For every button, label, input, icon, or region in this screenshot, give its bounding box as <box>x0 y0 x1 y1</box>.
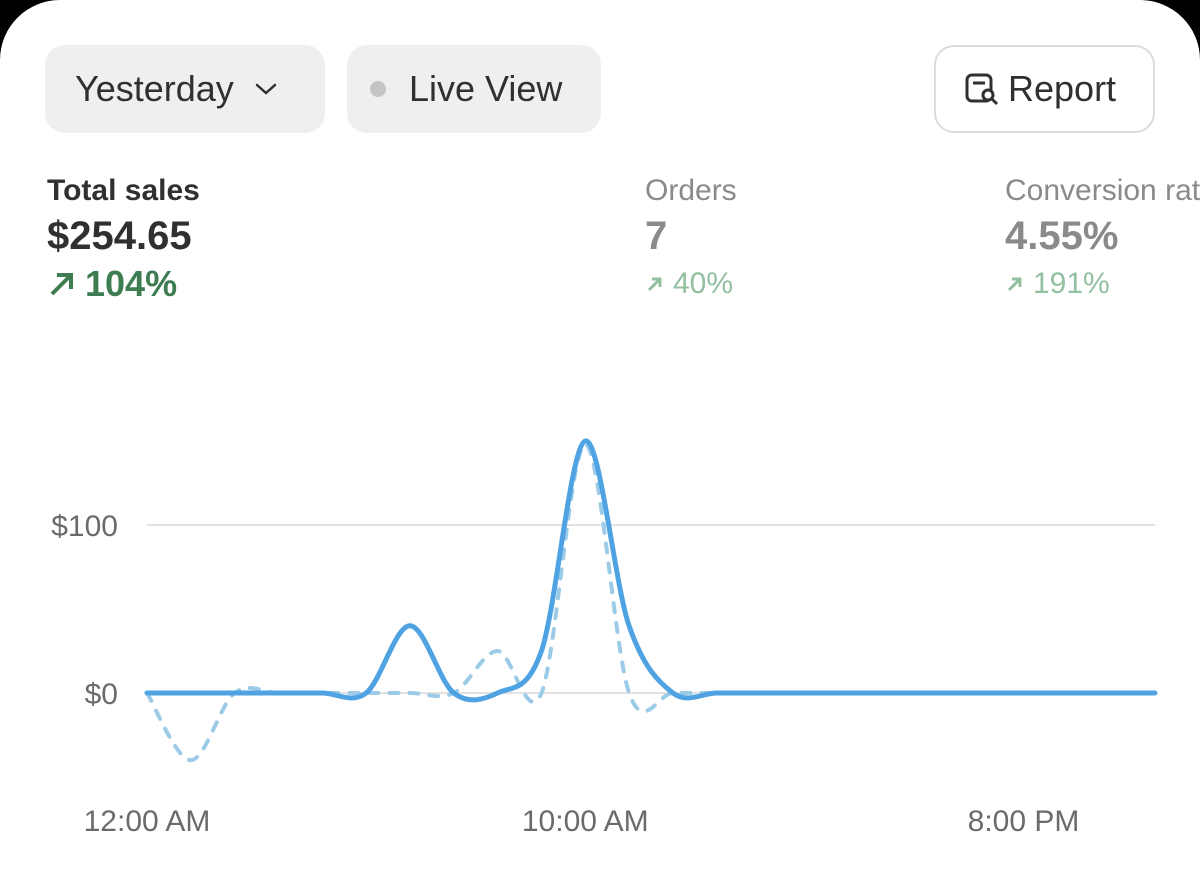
series-line <box>145 442 1157 763</box>
y-tick-label: $100 <box>51 510 118 543</box>
metric-value: 4.55% <box>1005 214 1119 258</box>
metric-label: Conversion rate <box>1005 174 1200 207</box>
metric-value: 7 <box>645 214 668 258</box>
y-tick-label: $0 <box>85 678 118 711</box>
up-arrow <box>1007 277 1022 292</box>
change-value: 104% <box>85 263 178 304</box>
chevron-icon <box>255 83 277 95</box>
date-range-button[interactable]: Yesterday <box>45 45 325 133</box>
metric[interactable]: Orders 7 40% <box>645 172 737 306</box>
up-arrow <box>50 273 73 296</box>
x-tick-label: 8:00 PM <box>968 805 1080 838</box>
change-value: 40% <box>673 267 734 300</box>
metric-label: Total sales <box>47 174 200 207</box>
change-value: 191% <box>1033 267 1110 300</box>
report-label: Report <box>1008 68 1117 109</box>
x-tick-label: 10:00 AM <box>522 805 649 838</box>
metric[interactable]: Total sales $254.65 104% <box>47 172 200 306</box>
up-arrow <box>647 277 662 292</box>
date-range-label: Yesterday <box>75 68 234 109</box>
series-line <box>144 438 1158 703</box>
metric-change: 40% <box>645 262 737 306</box>
metric-value: $254.65 <box>47 214 192 258</box>
metric-change: 104% <box>47 262 200 306</box>
live-view-button[interactable]: Live View <box>347 45 601 133</box>
metric[interactable]: Conversion rate 4.55% 191% <box>1005 172 1200 306</box>
metric-change: 191% <box>1005 262 1200 306</box>
report-button[interactable]: Report <box>934 45 1155 133</box>
status-dot <box>370 81 386 97</box>
live-view-label: Live View <box>409 68 563 109</box>
metric-label: Orders <box>645 174 737 207</box>
x-tick-label: 12:00 AM <box>84 805 211 838</box>
report-icon <box>965 73 999 106</box>
